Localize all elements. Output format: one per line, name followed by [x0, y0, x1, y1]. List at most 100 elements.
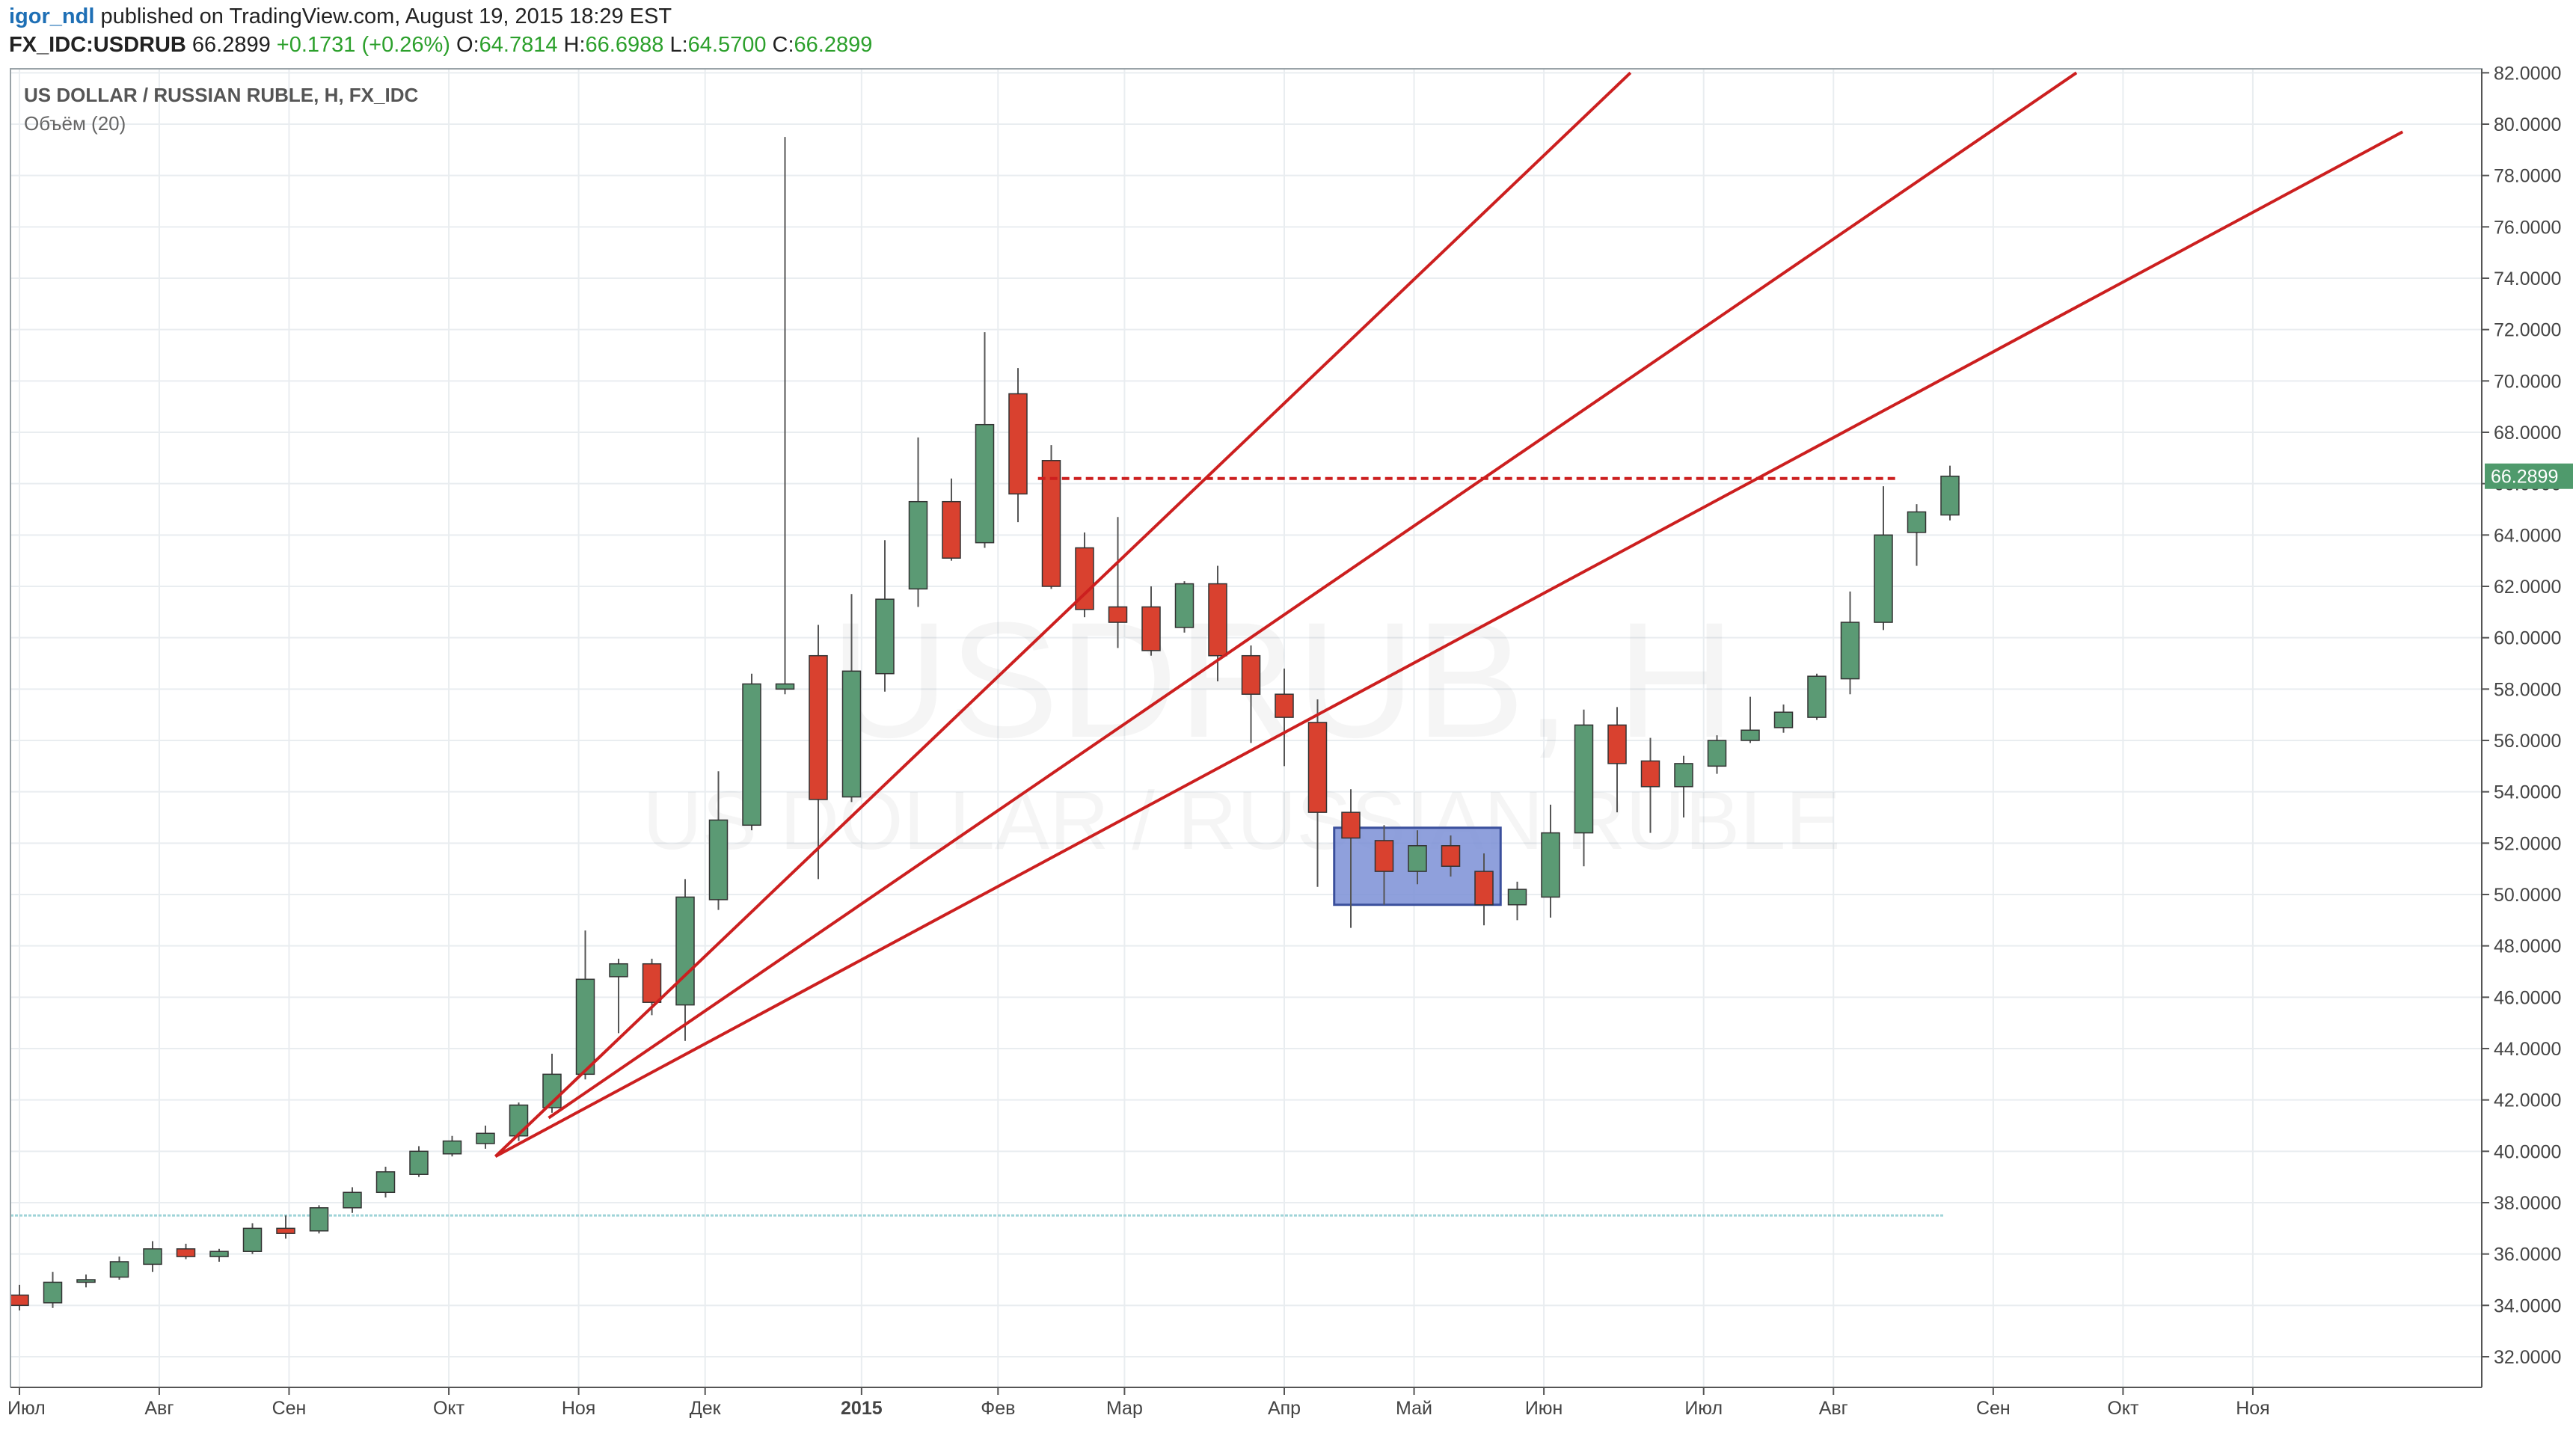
candle-body-up [1574, 724, 1594, 834]
trendline [548, 71, 2078, 1120]
candle-body-up [1940, 475, 1960, 516]
y-tick-label: 58.0000 [2494, 679, 2561, 700]
candle [1674, 755, 1693, 817]
symbol-name: FX_IDC:USDRUB [9, 33, 186, 57]
candle-body-up [908, 500, 928, 590]
candle-body-up [875, 598, 895, 675]
x-tick-label: Фев [981, 1398, 1015, 1419]
x-tick-label: Ноя [2236, 1398, 2270, 1419]
y-tick-label: 62.0000 [2494, 577, 2561, 598]
candle-body-up [43, 1281, 63, 1304]
candle-body-down [642, 963, 662, 1003]
x-tick-label: Мар [1106, 1398, 1143, 1419]
candle [1741, 696, 1760, 743]
candle-body-up [575, 978, 595, 1076]
candle [708, 771, 729, 910]
x-axis-area [0, 1387, 2576, 1436]
y-tick-label: 64.0000 [2494, 525, 2561, 546]
candle-body-down [1041, 460, 1061, 587]
candle [975, 332, 995, 548]
published-text: published on TradingView.com, August 19,… [100, 4, 672, 28]
candle-body-up [1707, 740, 1727, 767]
candle [1707, 735, 1727, 774]
candle-body-up [1840, 622, 1860, 680]
x-tick-label: Авг [144, 1398, 174, 1419]
x-tick-label: Июл [1684, 1398, 1723, 1419]
y-tick-label: 56.0000 [2494, 731, 2561, 752]
volume-indicator-label[interactable]: Объём (20) [24, 112, 126, 135]
candle [1441, 835, 1461, 877]
candle-body-up [708, 819, 729, 900]
candle [442, 1135, 462, 1157]
candle-body-up [1674, 763, 1693, 788]
candle [375, 1166, 396, 1198]
candle [309, 1205, 329, 1234]
x-tick-label: Июл [7, 1398, 46, 1419]
candle [1907, 504, 1927, 566]
candle-body-down [1307, 722, 1328, 813]
candle [1208, 565, 1227, 682]
y-tick-label: 48.0000 [2494, 936, 2561, 957]
candle [1807, 673, 1827, 720]
trendline [494, 130, 2404, 1158]
candle-body-up [775, 683, 795, 690]
trendline [494, 71, 1632, 1158]
candle [1275, 668, 1294, 767]
candle-body-up [109, 1261, 129, 1278]
candle-body-up [76, 1279, 96, 1283]
candle-body-up [1174, 583, 1195, 628]
y-tick-label: 78.0000 [2494, 166, 2561, 187]
candle [1141, 586, 1161, 656]
candle [1341, 789, 1361, 928]
y-tick-label: 72.0000 [2494, 320, 2561, 341]
y-tick-label: 50.0000 [2494, 885, 2561, 906]
candle [176, 1243, 196, 1259]
candle-body-down [176, 1248, 196, 1257]
candle [242, 1223, 263, 1254]
candle [109, 1256, 129, 1280]
candle [1507, 881, 1527, 921]
candle-body-up [609, 963, 628, 978]
candle-body-up [143, 1248, 162, 1265]
candle-body-down [1607, 724, 1627, 764]
candle-body-down [1108, 606, 1128, 623]
candle [143, 1241, 162, 1272]
candle [1840, 591, 1860, 695]
y-tick-label: 70.0000 [2494, 371, 2561, 392]
candle-body-up [1907, 511, 1927, 533]
candle [1108, 517, 1128, 648]
candle [609, 958, 628, 1034]
open-label: O: [456, 33, 479, 57]
candle [1940, 465, 1960, 521]
candle-body-up [1874, 534, 1893, 623]
x-tick-label: Дек [690, 1398, 722, 1419]
y-tick-label: 82.0000 [2494, 63, 2561, 84]
y-tick-label: 46.0000 [2494, 987, 2561, 1008]
candles [10, 137, 1960, 1311]
candle [875, 540, 895, 692]
candle-body-down [1341, 811, 1361, 839]
last-price-badge [2485, 463, 2573, 489]
candle [1640, 737, 1660, 833]
author-link[interactable]: igor_ndl [9, 4, 95, 28]
candle-body-up [1408, 845, 1427, 872]
candle [209, 1248, 229, 1262]
candle [942, 478, 961, 561]
chart-background [0, 69, 2576, 1436]
x-tick-label: 2015 [841, 1398, 883, 1419]
candle [1408, 830, 1427, 885]
candle [1574, 709, 1594, 867]
candle [276, 1215, 295, 1239]
candle-body-up [242, 1227, 263, 1252]
y-tick-label: 74.0000 [2494, 269, 2561, 289]
candle [1541, 804, 1560, 918]
trendlines[interactable] [494, 71, 2404, 1158]
x-tick-label: Сен [272, 1398, 307, 1419]
candle [1174, 581, 1195, 633]
x-tick-label: Сен [1976, 1398, 2011, 1419]
candle [1008, 368, 1028, 523]
candle [1307, 699, 1328, 887]
candle-body-down [1141, 606, 1161, 651]
y-tick-label: 32.0000 [2494, 1347, 2561, 1368]
